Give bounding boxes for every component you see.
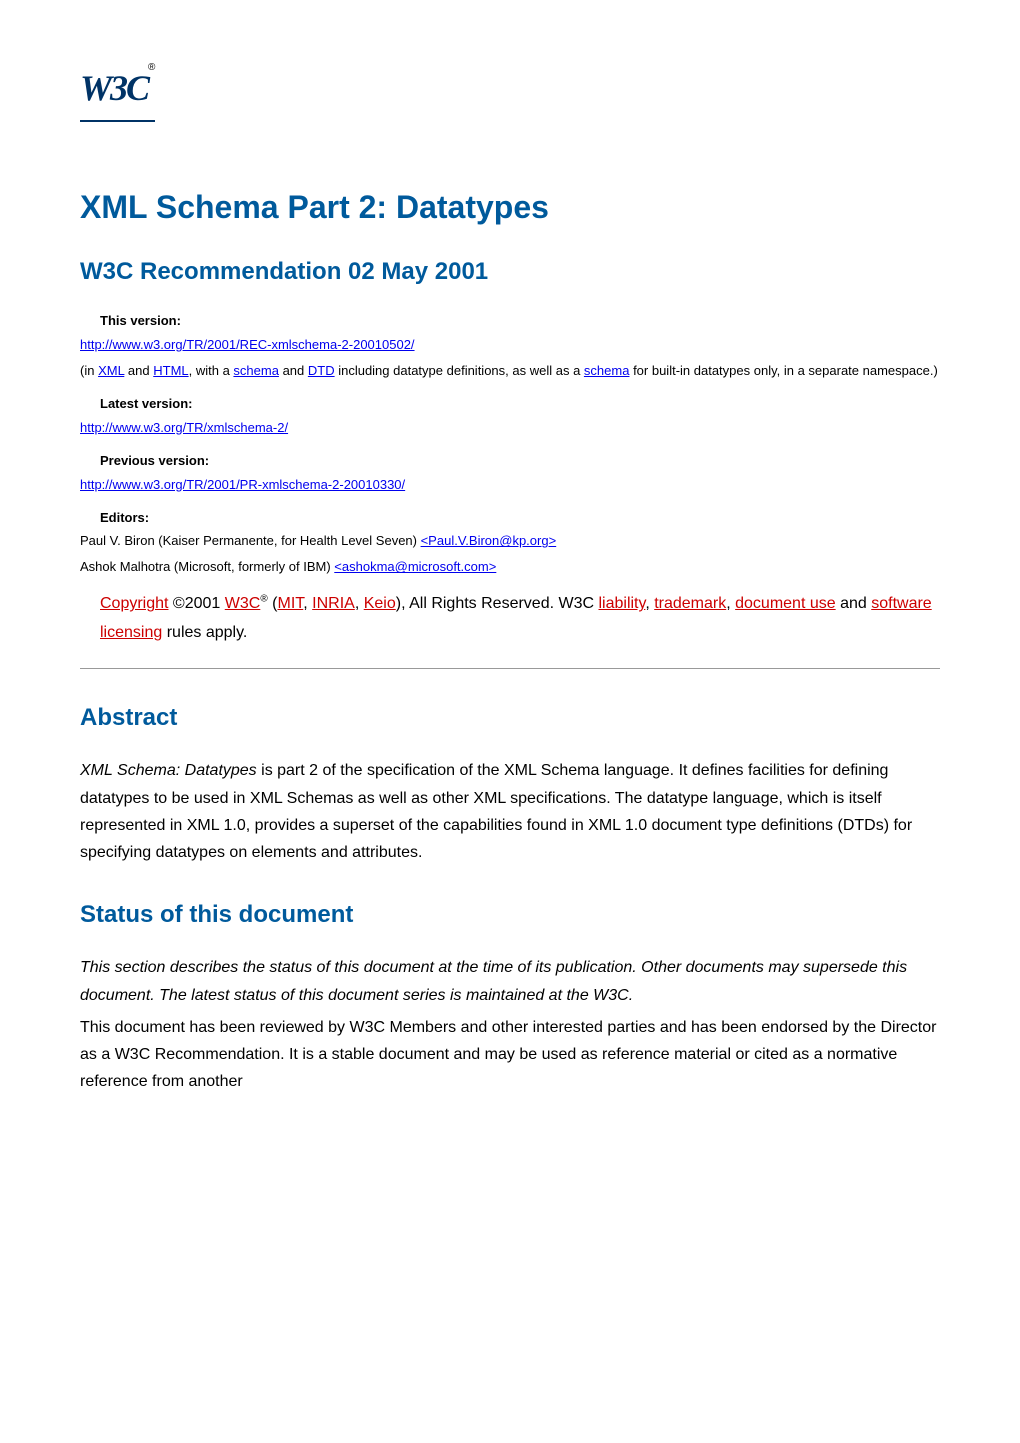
schema-link[interactable]: schema: [233, 363, 279, 378]
status-paragraph-2: This document has been reviewed by W3C M…: [80, 1014, 940, 1096]
mit-link[interactable]: MIT: [277, 595, 303, 612]
editor-row: Ashok Malhotra (Microsoft, formerly of I…: [80, 554, 940, 580]
copyright-text: ,: [303, 595, 312, 612]
this-version-content: http://www.w3.org/TR/2001/REC-xmlschema-…: [80, 332, 940, 358]
this-version-link[interactable]: http://www.w3.org/TR/2001/REC-xmlschema-…: [80, 337, 415, 352]
w3c-logo[interactable]: W3C®: [80, 60, 155, 122]
w3c-link[interactable]: W3C: [225, 595, 261, 612]
liability-link[interactable]: liability: [598, 595, 645, 612]
copyright-text: ), All Rights Reserved. W3C: [396, 595, 599, 612]
prev-version-link[interactable]: http://www.w3.org/TR/2001/PR-xmlschema-2…: [80, 477, 405, 492]
copyright-text: ,: [355, 595, 364, 612]
copyright-text: rules apply.: [162, 624, 247, 641]
editor-name: Ashok Malhotra (Microsoft, formerly of I…: [80, 559, 334, 574]
page-subtitle: W3C Recommendation 02 May 2001: [80, 253, 940, 291]
prev-version-content: http://www.w3.org/TR/2001/PR-xmlschema-2…: [80, 472, 940, 498]
status-paragraph-1: This section describes the status of thi…: [80, 954, 940, 1008]
dtd-link[interactable]: DTD: [308, 363, 335, 378]
schema2-link[interactable]: schema: [584, 363, 630, 378]
logo-reg-mark: ®: [148, 62, 155, 73]
note-text: and: [279, 363, 308, 378]
note-text: including datatype definitions, as well …: [335, 363, 584, 378]
latest-version-content: http://www.w3.org/TR/xmlschema-2/: [80, 415, 940, 441]
copyright-year: ©2001: [168, 595, 224, 612]
abstract-em: XML Schema: Datatypes: [80, 762, 257, 779]
this-version-note: (in XML and HTML, with a schema and DTD …: [80, 358, 940, 384]
docuse-link[interactable]: document use: [735, 595, 836, 612]
this-version-label: This version:: [100, 311, 940, 332]
xml-link[interactable]: XML: [98, 363, 124, 378]
editor-row: Paul V. Biron (Kaiser Permanente, for He…: [80, 528, 940, 554]
html-link[interactable]: HTML: [153, 363, 188, 378]
copyright-text: and: [836, 595, 872, 612]
keio-link[interactable]: Keio: [364, 595, 396, 612]
copyright-text: ,: [645, 595, 654, 612]
inria-link[interactable]: INRIA: [312, 595, 355, 612]
copyright-notice: Copyright ©2001 W3C® (MIT, INRIA, Keio),…: [100, 590, 940, 648]
abstract-paragraph: XML Schema: Datatypes is part 2 of the s…: [80, 757, 940, 866]
note-text: and: [124, 363, 153, 378]
abstract-heading: Abstract: [80, 699, 940, 737]
editors-label: Editors:: [100, 508, 940, 529]
prev-version-label: Previous version:: [100, 451, 940, 472]
trademark-link[interactable]: trademark: [654, 595, 726, 612]
copyright-text: ,: [726, 595, 735, 612]
editor-email-link[interactable]: <ashokma@microsoft.com>: [334, 559, 496, 574]
page-title: XML Schema Part 2: Datatypes: [80, 182, 940, 233]
note-text: for built-in datatypes only, in a separa…: [629, 363, 937, 378]
divider: [80, 668, 940, 669]
status-heading: Status of this document: [80, 896, 940, 934]
logo-text: W3C: [80, 68, 148, 108]
latest-version-link[interactable]: http://www.w3.org/TR/xmlschema-2/: [80, 420, 288, 435]
editor-email-link[interactable]: <Paul.V.Biron@kp.org>: [421, 533, 557, 548]
latest-version-label: Latest version:: [100, 394, 940, 415]
note-text: (in: [80, 363, 98, 378]
reg-mark: ®: [260, 594, 267, 605]
editor-name: Paul V. Biron (Kaiser Permanente, for He…: [80, 533, 421, 548]
copyright-link[interactable]: Copyright: [100, 595, 168, 612]
note-text: , with a: [189, 363, 234, 378]
status-intro-em: This section describes the status of thi…: [80, 959, 907, 1003]
